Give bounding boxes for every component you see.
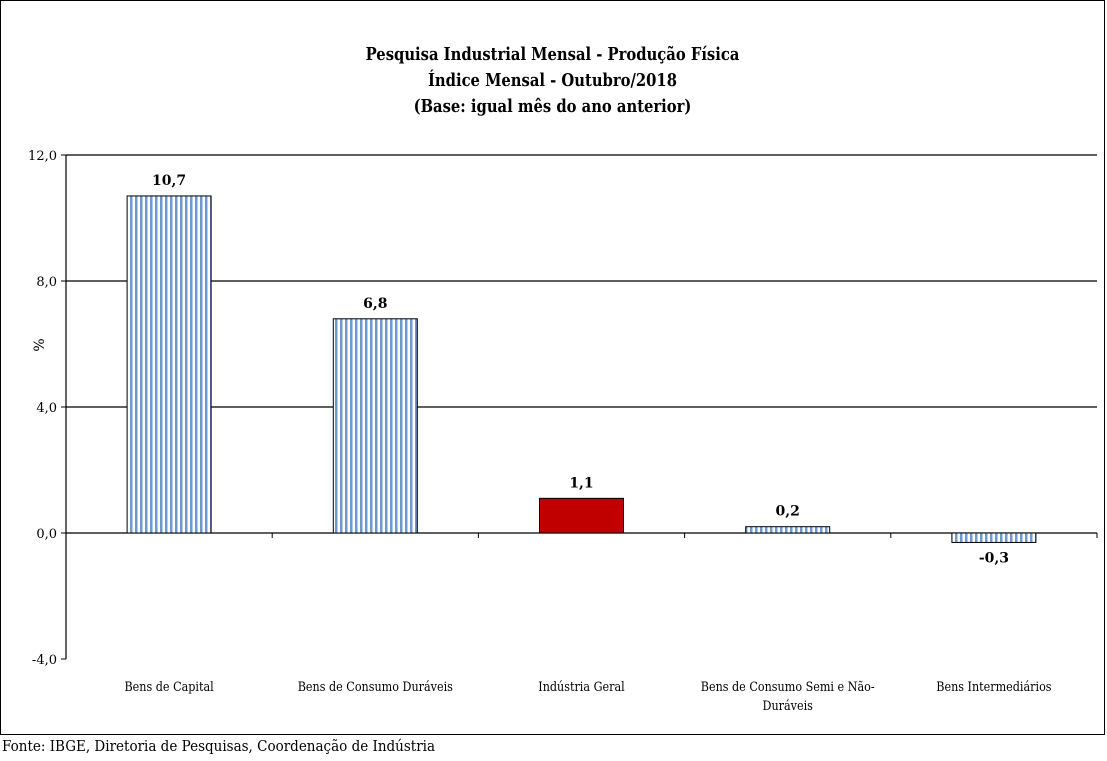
x-category-label: Bens Intermediários xyxy=(936,679,1051,694)
bars xyxy=(126,195,1037,543)
bar xyxy=(539,497,624,534)
y-axis-label: % xyxy=(32,338,48,351)
y-tick-label: -4,0 xyxy=(32,653,57,668)
chart-title: Pesquisa Industrial Mensal - Produção Fí… xyxy=(365,44,740,65)
x-category-label: Duráveis xyxy=(763,698,813,713)
bar xyxy=(332,318,418,534)
bar xyxy=(745,526,831,534)
bar xyxy=(126,195,212,534)
data-label: 0,2 xyxy=(776,504,800,520)
chart-subtitle-base: (Base: igual mês do ano anterior) xyxy=(413,96,692,117)
data-label: -0,3 xyxy=(979,550,1009,566)
bar xyxy=(951,532,1037,543)
chart-subtitle: Índice Mensal - Outubro/2018 xyxy=(428,70,677,91)
y-tick-label: 12,0 xyxy=(28,149,57,164)
x-category-label: Bens de Consumo Semi e Não- xyxy=(701,679,875,694)
x-category-label: Bens de Consumo Duráveis xyxy=(298,679,453,694)
y-tick-label: 0,0 xyxy=(36,527,57,542)
x-category-label: Bens de Capital xyxy=(124,679,213,694)
labels: 12,0 8,0 4,0 0,0 -4,0% 10,7 Bens de Capital 6,8… xyxy=(28,149,1051,713)
x-category-label: Indústria Geral xyxy=(538,679,624,694)
data-label: 10,7 xyxy=(152,173,186,189)
gridlines xyxy=(66,154,1097,408)
data-label: 6,8 xyxy=(363,296,387,312)
chart-titles: Pesquisa Industrial Mensal - Produção Fí… xyxy=(0,42,1105,120)
y-tick-label: 8,0 xyxy=(36,275,57,290)
bar-chart: 12,0 8,0 4,0 0,0 -4,0% 10,7 Bens de Capital 6,8… xyxy=(28,149,1098,713)
source-note: Fonte: IBGE, Diretoria de Pesquisas, Coo… xyxy=(2,737,436,755)
data-label: 1,1 xyxy=(569,475,593,491)
y-tick-label: 4,0 xyxy=(36,401,57,416)
